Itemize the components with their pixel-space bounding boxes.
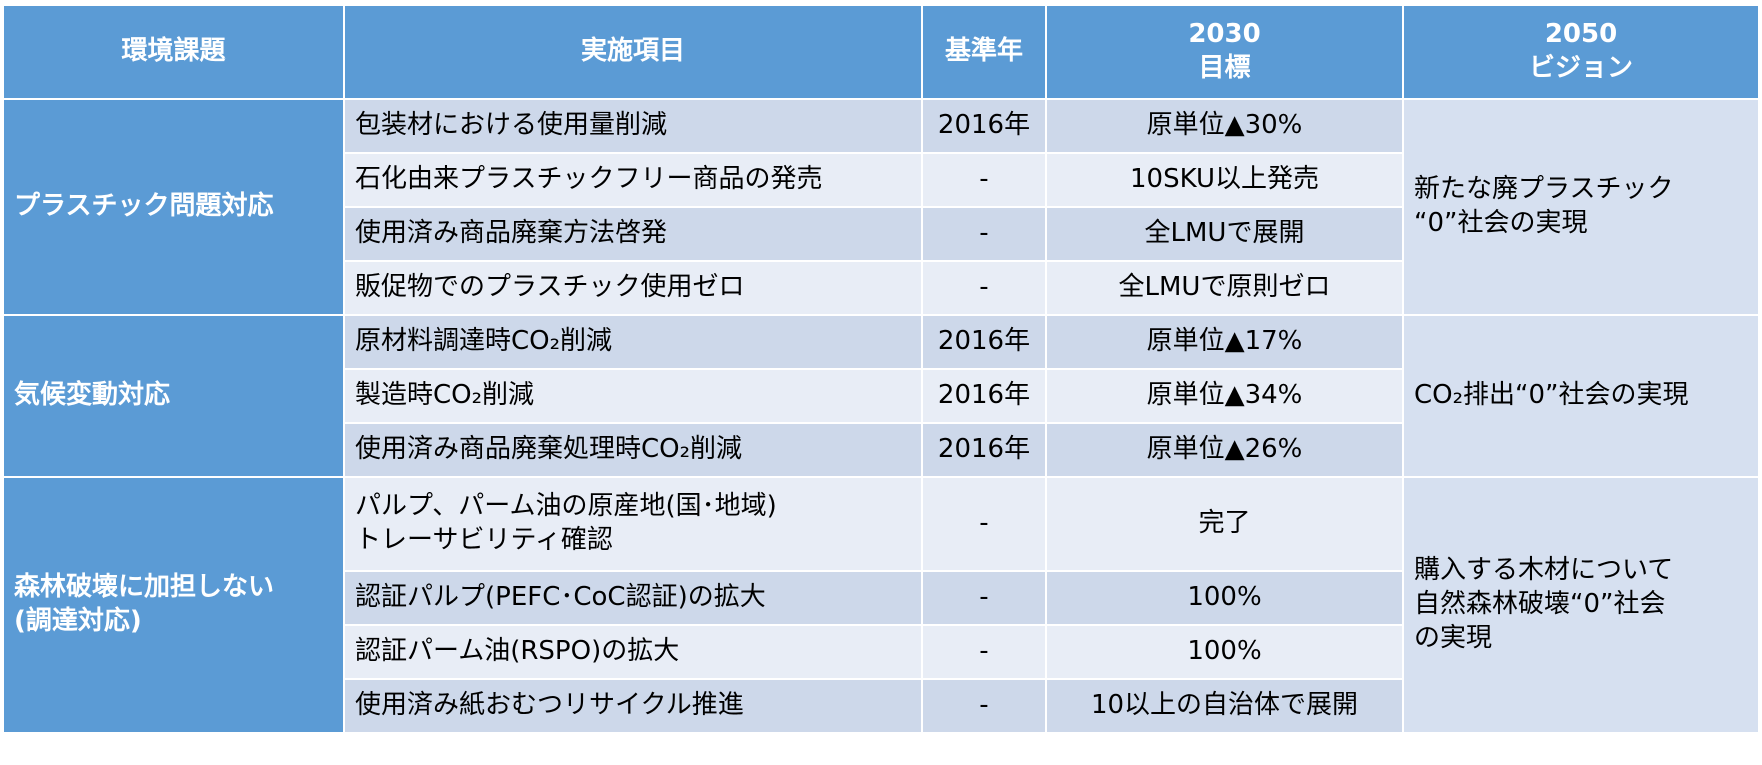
target-cell: 全LMUで原則ゼロ (1045, 260, 1404, 316)
item-cell: 石化由来プラスチックフリー商品の発売 (343, 152, 923, 208)
table-row: 使用済み商品廃棄処理時CO₂削減 2016年 原単位▲26% (3, 422, 1759, 478)
base-year-cell: - (921, 624, 1047, 680)
table-row: 認証パルプ(PEFC･CoC認証)の拡大 -100% (3, 570, 1759, 626)
base-year-cell: 2016年 (921, 98, 1047, 154)
target-cell: 100% (1045, 624, 1404, 680)
item-cell: 販促物でのプラスチック使用ゼロ (343, 260, 923, 316)
target-cell: 100% (1045, 570, 1404, 626)
target-cell: 原単位▲34% (1045, 368, 1404, 424)
target-cell: 10以上の自治体で展開 (1045, 678, 1404, 734)
issue-cell: 気候変動対応 (2, 314, 345, 478)
base-year-cell: - (921, 570, 1047, 626)
item-cell: 認証パルプ(PEFC･CoC認証)の拡大 (343, 570, 923, 626)
table-row: 気候変動対応 原材料調達時CO₂削減 2016年 原単位▲17% CO₂排出“0”社会の… (2, 314, 1760, 478)
issue-cell: プラスチック問題対応 (2, 98, 345, 316)
table-row: 使用済み商品廃棄方法啓発 - 全LMUで展開 (3, 206, 1759, 262)
header-cell: 実施項目 (343, 4, 923, 100)
table-row: 製造時CO₂削減 2016年 原単位▲34% (3, 368, 1759, 424)
base-year-cell: 2016年 (921, 368, 1047, 424)
vision-cell: CO₂排出“0”社会の実現 (1402, 314, 1760, 478)
target-cell: 原単位▲30% (1045, 98, 1404, 154)
vision-cell: 新たな廃プラスチック “0”社会の実現 (1402, 98, 1760, 316)
issue-cell: 森林破壊に加担しない (調達対応) (2, 476, 345, 734)
table-row: 石化由来プラスチックフリー商品の発売 -10SKU以上発売 (3, 152, 1759, 208)
table-row: 販促物でのプラスチック使用ゼロ - 全LMUで原則ゼロ (3, 260, 1759, 316)
header-cell: 環境課題 (2, 4, 345, 100)
vision-cell: 購入する木材について 自然森林破壊“0”社会 の実現 (1402, 476, 1760, 734)
goals-table: 環境課題 実施項目 基準年 2030 目標 2050 ビジョン プラスチック問題対応 包装… (2, 4, 1760, 734)
table-row: 森林破壊に加担しない (調達対応) パルプ、パーム油の原産地(国･地域) トレーサ… (2, 476, 1760, 734)
target-cell: 原単位▲26% (1045, 422, 1404, 478)
header-row: 環境課題 実施項目 基準年 2030 目標 2050 ビジョン (2, 4, 1760, 100)
target-cell: 完了 (1045, 476, 1404, 572)
header-cell: 基準年 (921, 4, 1047, 100)
item-cell: 使用済み商品廃棄方法啓発 (343, 206, 923, 262)
item-cell: パルプ、パーム油の原産地(国･地域) トレーサビリティ確認 (343, 476, 923, 572)
target-cell: 10SKU以上発売 (1045, 152, 1404, 208)
item-cell: 認証パーム油(RSPO)の拡大 (343, 624, 923, 680)
target-cell: 全LMUで展開 (1045, 206, 1404, 262)
base-year-cell: 2016年 (921, 314, 1047, 370)
item-cell: 包装材における使用量削減 (343, 98, 923, 154)
base-year-cell: - (921, 260, 1047, 316)
table-row: 認証パーム油(RSPO)の拡大 -100% (3, 624, 1759, 680)
item-cell: 原材料調達時CO₂削減 (343, 314, 923, 370)
header-cell: 2050 ビジョン (1402, 4, 1760, 100)
table-body: プラスチック問題対応 包装材における使用量削減 2016年 原単位▲30% 新たな廃プラ… (2, 98, 1760, 734)
item-cell: 製造時CO₂削減 (343, 368, 923, 424)
base-year-cell: - (921, 152, 1047, 208)
base-year-cell: - (921, 476, 1047, 572)
base-year-cell: - (921, 206, 1047, 262)
base-year-cell: - (921, 678, 1047, 734)
table-row: 使用済み紙おむつリサイクル推進 -10以上の自治体で展開 (3, 678, 1759, 734)
item-cell: 使用済み商品廃棄処理時CO₂削減 (343, 422, 923, 478)
base-year-cell: 2016年 (921, 422, 1047, 478)
table-row: プラスチック問題対応 包装材における使用量削減 2016年 原単位▲30% 新たな廃プラ… (2, 98, 1760, 316)
item-cell: 使用済み紙おむつリサイクル推進 (343, 678, 923, 734)
header-cell: 2030 目標 (1045, 4, 1404, 100)
target-cell: 原単位▲17% (1045, 314, 1404, 370)
